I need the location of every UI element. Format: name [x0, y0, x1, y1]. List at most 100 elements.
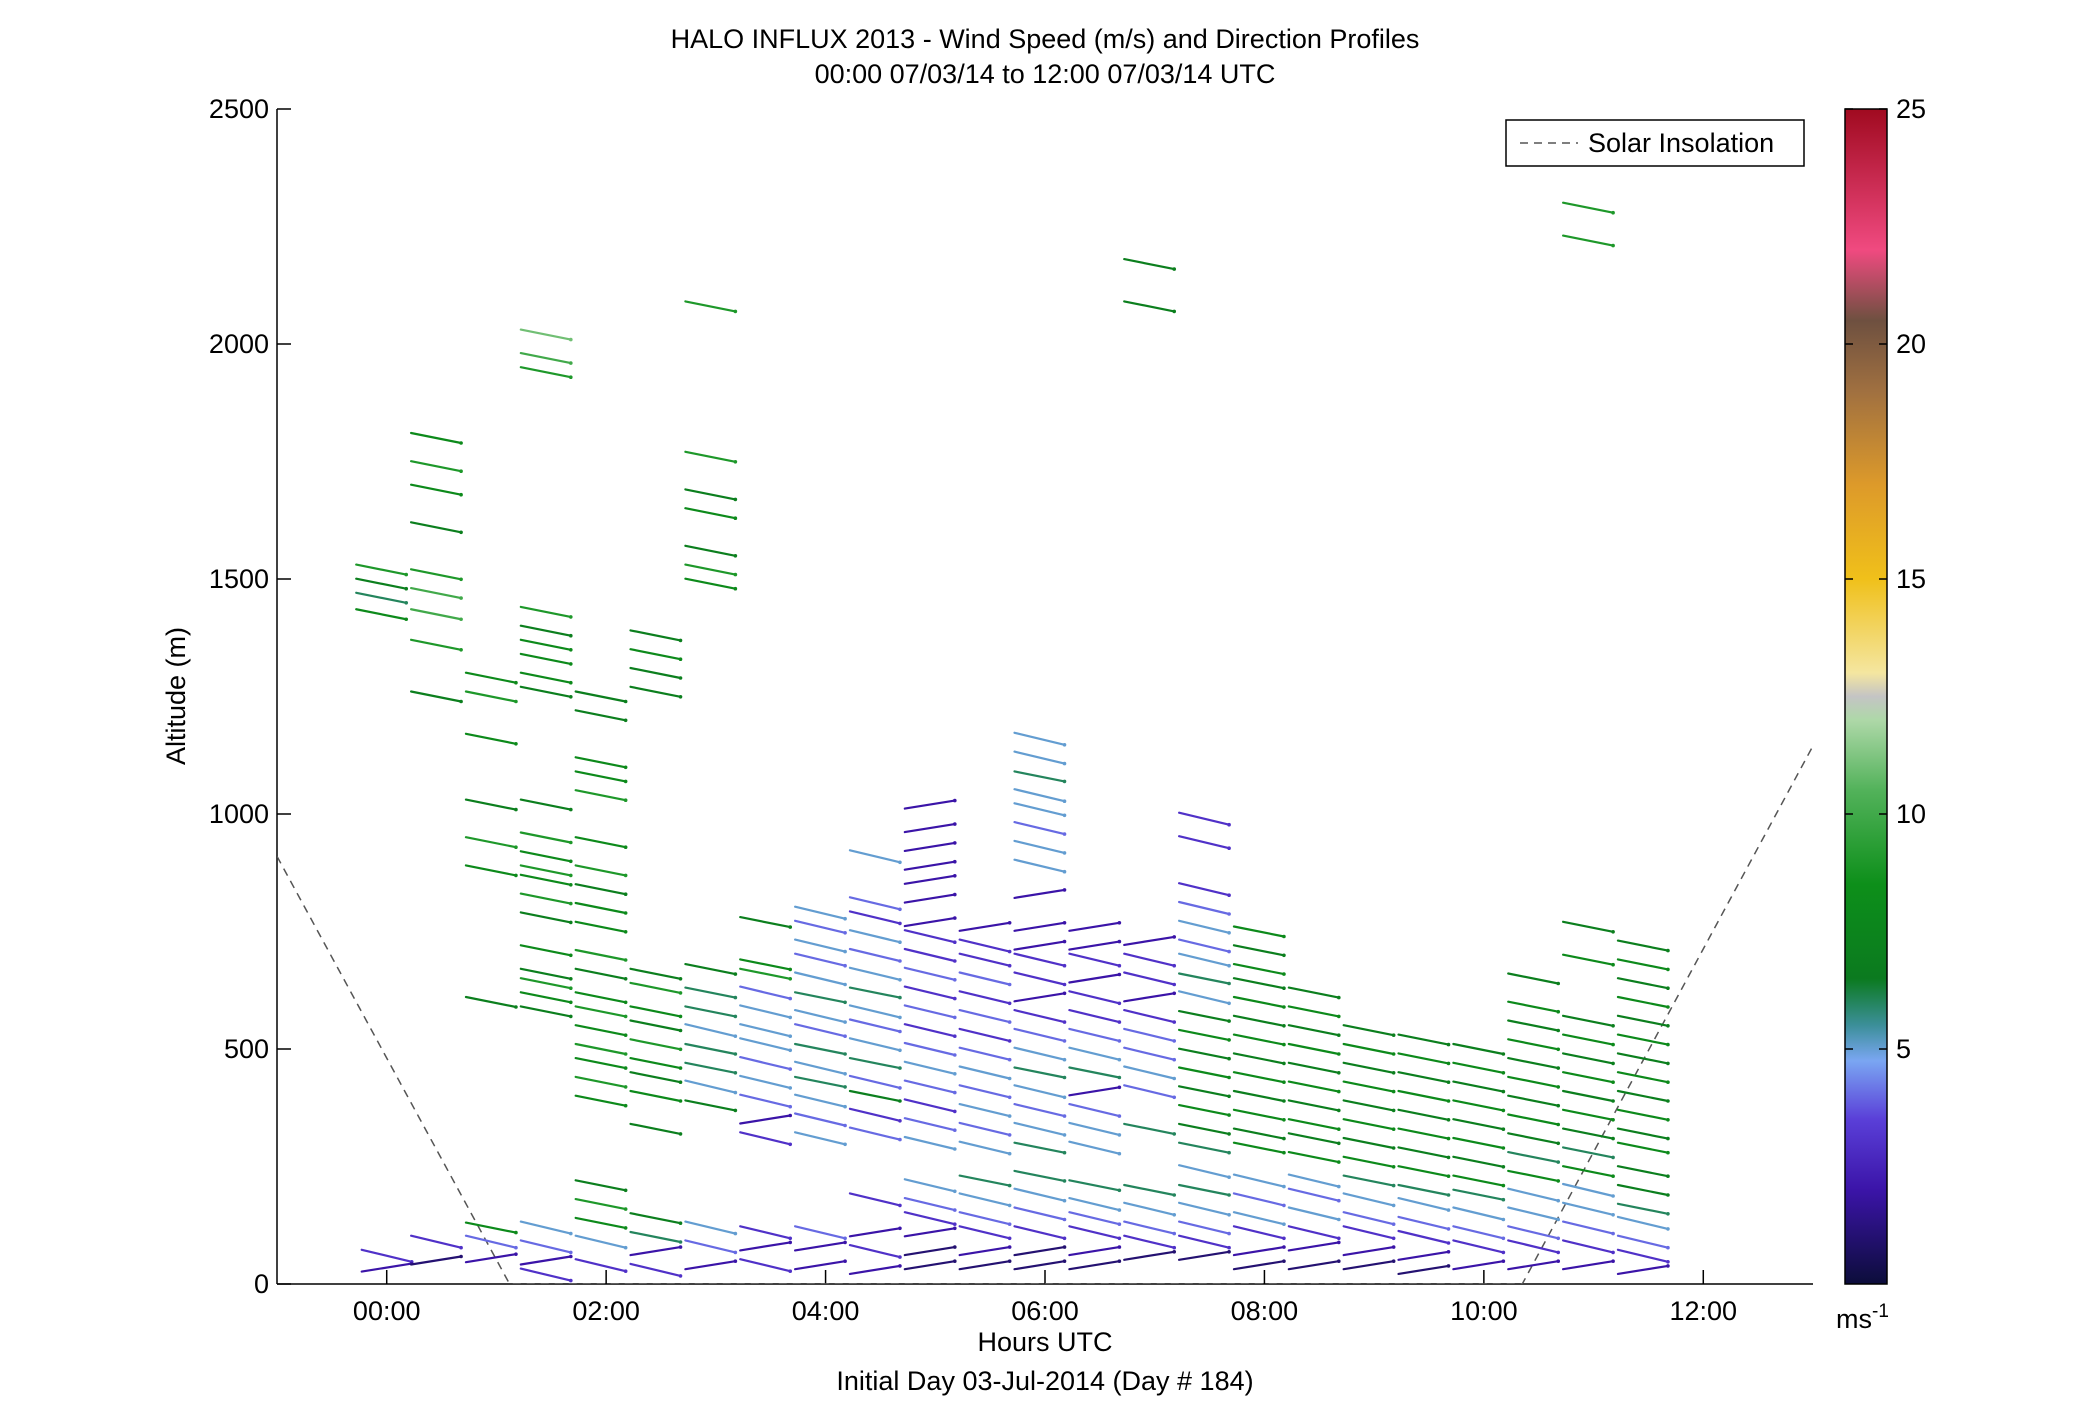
y-axis-label: Altitude (m): [161, 627, 191, 765]
wind-vector-head: [1227, 1038, 1231, 1042]
wind-vector-head: [623, 1085, 628, 1089]
wind-vector-head: [1282, 1024, 1286, 1028]
wind-vector: [1013, 888, 1066, 900]
wind-vector-head: [459, 596, 463, 600]
wind-vector-head: [678, 657, 683, 661]
wind-vector-head: [1117, 1208, 1122, 1212]
wind-vector: [1287, 1024, 1340, 1037]
wind-vector-head: [1446, 1155, 1451, 1160]
wind-vector-head: [1062, 799, 1067, 803]
wind-vector: [1287, 1042, 1340, 1056]
wind-vector-head: [1337, 1184, 1341, 1189]
x-axis-ticks: 00:00 02:00 04:00 06:00 08:00 10:00 12:00: [353, 1270, 1737, 1326]
wind-vector-head: [843, 1085, 847, 1089]
wind-vector-head: [459, 469, 463, 474]
wind-vector: [1013, 820, 1066, 836]
wind-vector-head: [1391, 1203, 1396, 1208]
wind-vector: [903, 916, 956, 928]
wind-vector: [958, 990, 1011, 1005]
wind-vector: [629, 1071, 682, 1084]
wind-vector: [1232, 1089, 1286, 1103]
wind-vector: [684, 544, 737, 557]
wind-vector-head: [1611, 1042, 1615, 1047]
wind-vector: [1232, 1141, 1286, 1154]
wind-vector: [848, 1074, 902, 1090]
chart-subtitle: 00:00 07/03/14 to 12:00 07/03/14 UTC: [815, 59, 1276, 89]
wind-vector-head: [1117, 1236, 1122, 1241]
wind-vector-head: [404, 572, 409, 577]
wind-vector-head: [623, 1269, 628, 1273]
wind-vector: [1232, 1192, 1286, 1207]
wind-vector: [1561, 920, 1615, 933]
wind-vector-head: [623, 1226, 628, 1230]
wind-vector: [1452, 1118, 1505, 1131]
wind-vector-head: [1556, 1160, 1561, 1164]
wind-vector: [1177, 811, 1231, 826]
wind-vector-head: [953, 892, 957, 897]
wind-vector: [958, 1065, 1011, 1080]
wind-vector: [1561, 1089, 1615, 1103]
wind-vector-head: [953, 1208, 957, 1212]
wind-vector: [1177, 972, 1231, 985]
wind-vector: [684, 962, 737, 976]
wind-vector: [519, 366, 572, 379]
wind-vector: [1123, 1234, 1176, 1249]
wind-vector-head: [1282, 1118, 1286, 1122]
wind-vector: [519, 638, 572, 651]
wind-vector-head: [1391, 1259, 1396, 1263]
wind-vector: [1013, 788, 1066, 803]
wind-vector-head: [678, 1099, 683, 1103]
wind-vector: [848, 1243, 902, 1259]
wind-vector: [1561, 1260, 1615, 1271]
wind-vector-head: [1117, 963, 1122, 968]
x-tick-label: 02:00: [572, 1296, 640, 1326]
wind-vector: [1452, 1260, 1505, 1271]
wind-vector: [1616, 1127, 1670, 1140]
wind-vector-head: [1117, 921, 1122, 925]
wind-vector: [464, 1234, 518, 1249]
wind-vector-head: [1611, 1194, 1615, 1198]
wind-vector: [519, 850, 572, 863]
wind-vector-head: [898, 921, 902, 926]
wind-vector-head: [1062, 1020, 1067, 1024]
wind-vector: [629, 1056, 682, 1070]
colorbar-unit: ms-1: [1836, 1301, 1889, 1334]
wind-vector: [1232, 962, 1286, 976]
wind-vector-head: [1062, 832, 1067, 836]
wind-vector: [684, 1005, 737, 1018]
colorbar: 5 10 15 20 25 ms-1: [1836, 94, 1926, 1334]
wind-vector: [793, 919, 847, 934]
wind-vector: [1452, 1155, 1505, 1168]
wind-vector: [958, 1008, 1011, 1024]
wind-vector-head: [1666, 986, 1670, 990]
wind-vector: [519, 944, 572, 957]
wind-vector-head: [1666, 1136, 1670, 1141]
wind-vector: [1177, 919, 1231, 934]
wind-vector: [793, 1131, 847, 1146]
wind-vector-head: [1446, 1193, 1451, 1197]
wind-vector-head: [843, 1000, 847, 1005]
wind-vector-head: [623, 930, 628, 934]
wind-vector-head: [953, 916, 957, 920]
wind-vector-head: [1227, 846, 1231, 850]
wind-vector-head: [1337, 1259, 1341, 1263]
wind-vector: [1287, 1061, 1340, 1074]
wind-vector: [848, 910, 902, 925]
wind-vector-head: [898, 1099, 902, 1103]
wind-vector: [903, 966, 956, 981]
wind-vector-head: [514, 1252, 518, 1256]
wind-vector: [1177, 1250, 1231, 1261]
wind-vector: [1397, 1264, 1450, 1276]
wind-vector: [1287, 1260, 1340, 1271]
wind-vector-head: [1391, 1033, 1396, 1037]
wind-vector-head: [733, 1259, 738, 1263]
wind-vector: [848, 1227, 902, 1238]
wind-vector: [1507, 972, 1560, 985]
wind-vector-head: [1556, 1047, 1561, 1052]
wind-vector-head: [898, 1255, 902, 1259]
wind-vector-head: [623, 1014, 628, 1019]
wind-vector-head: [1007, 1001, 1012, 1006]
wind-vector: [739, 1131, 792, 1146]
colorbar-tick-label: 25: [1896, 94, 1926, 124]
wind-vector-head: [1062, 761, 1067, 766]
